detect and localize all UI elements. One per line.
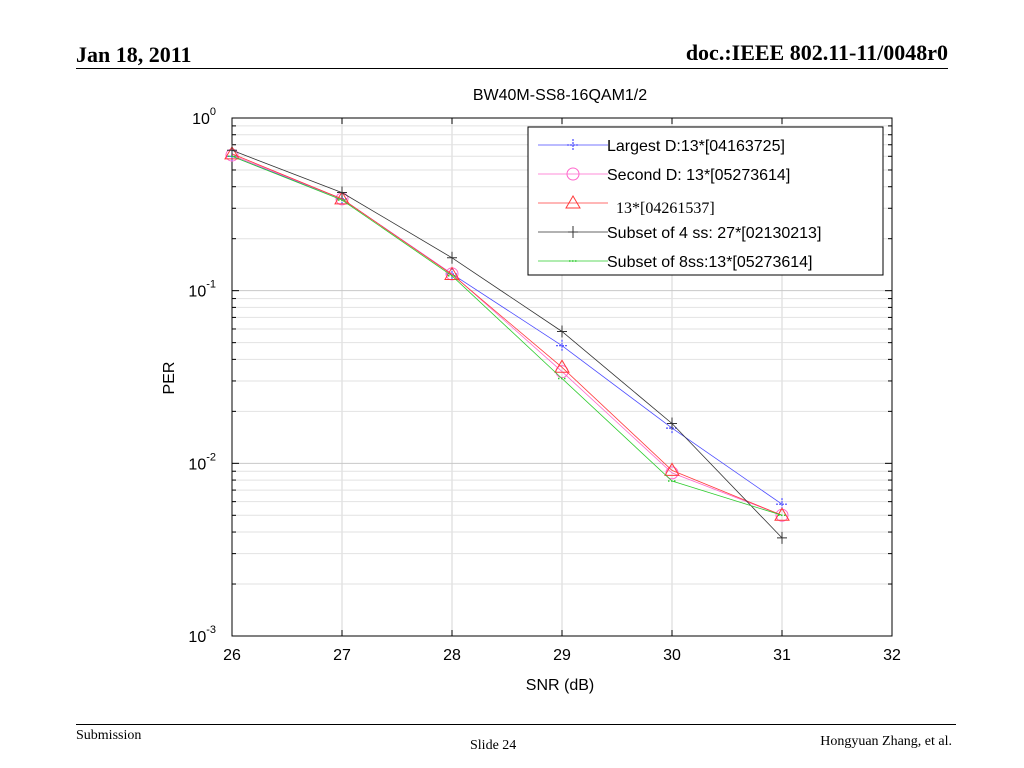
y-tick-label: 100 <box>192 106 216 128</box>
x-tick-label: 31 <box>773 647 791 664</box>
legend-item-1: Largest D:13*[04163725] <box>538 138 785 155</box>
x-tick-label: 26 <box>223 647 241 664</box>
legend-label: Subset of 4 ss: 27*[02130213] <box>607 225 821 242</box>
header-divider <box>76 68 948 69</box>
x-tick-label: 27 <box>333 647 351 664</box>
y-axis-label: PER <box>161 362 178 395</box>
legend-item-2: Second D: 13*[05273614] <box>538 167 790 184</box>
y-tick-label: 10-1 <box>188 279 216 301</box>
legend-item-4: Subset of 4 ss: 27*[02130213] <box>538 225 821 242</box>
series-line <box>231 153 783 516</box>
series-layer <box>224 144 790 544</box>
x-axis-label: SNR (dB) <box>526 677 594 694</box>
marker-plus <box>568 226 578 238</box>
marker-plus-dot <box>567 139 579 151</box>
marker-plus <box>337 186 347 199</box>
legend-label: Second D: 13*[05273614] <box>607 167 790 184</box>
marker-plus <box>227 144 237 157</box>
legend-box <box>527 126 884 276</box>
y-tick-label: 10-2 <box>188 451 216 473</box>
series-line <box>231 149 783 539</box>
document-id: doc.:IEEE 802.11-11/0048r0 <box>685 40 948 65</box>
series-4 <box>227 144 787 544</box>
marker-plus <box>777 531 787 544</box>
marker-circle <box>775 508 789 522</box>
legend-label: Largest D:13*[04163725] <box>607 138 785 155</box>
legend-label: 13*[04261537] <box>616 200 715 217</box>
marker-circle <box>555 365 569 379</box>
marker-plus-dot <box>556 339 568 352</box>
marker-triangle <box>224 145 240 160</box>
marker-plus <box>447 251 457 264</box>
marker-plus <box>557 325 567 338</box>
x-tick-label: 28 <box>443 647 461 664</box>
per-chart: BW40M-SS8-16QAM1/2 26 27 28 29 30 31 32 100 10-1… <box>161 87 901 694</box>
marker-triangle <box>554 359 570 373</box>
x-tick-label: 29 <box>553 647 571 664</box>
marker-circle <box>566 167 580 181</box>
series-5 <box>228 155 786 517</box>
series-line <box>231 155 783 516</box>
marker-triangle <box>565 195 581 209</box>
x-tick-label: 32 <box>883 647 901 664</box>
legend: Largest D:13*[04163725] Second D: 13*[052… <box>527 126 884 276</box>
legend-item-3: 13*[04261537] <box>538 195 715 217</box>
series-3 <box>224 145 790 521</box>
legend-label: Subset of 8ss:13*[05273614] <box>607 254 813 271</box>
footer-submission: Submission <box>76 728 142 743</box>
axis-ticks: 26 27 28 29 30 31 32 100 10-1 10-2 10-3 <box>188 106 901 664</box>
marker-triangle <box>334 190 350 205</box>
chart-title: BW40M-SS8-16QAM1/2 <box>473 87 647 104</box>
footer-divider <box>76 724 956 725</box>
legend-item-5: Subset of 8ss:13*[05273614] <box>538 254 813 271</box>
y-tick-label: 10-3 <box>188 624 216 646</box>
marker-triangle <box>664 462 680 476</box>
slide-date: Jan 18, 2011 <box>76 42 192 67</box>
footer-author: Hongyuan Zhang, et al. <box>820 734 952 749</box>
marker-plus <box>667 417 677 430</box>
x-tick-label: 30 <box>663 647 681 664</box>
slide-number: Slide 24 <box>470 738 517 753</box>
